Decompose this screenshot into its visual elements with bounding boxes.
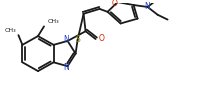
Text: N: N xyxy=(64,63,70,72)
Text: CH₃: CH₃ xyxy=(48,19,60,24)
Text: O: O xyxy=(99,33,104,43)
Text: CH₃: CH₃ xyxy=(5,28,16,33)
Text: S: S xyxy=(75,35,80,44)
Text: N: N xyxy=(145,2,151,11)
Text: N: N xyxy=(64,36,70,45)
Text: O: O xyxy=(112,0,118,8)
